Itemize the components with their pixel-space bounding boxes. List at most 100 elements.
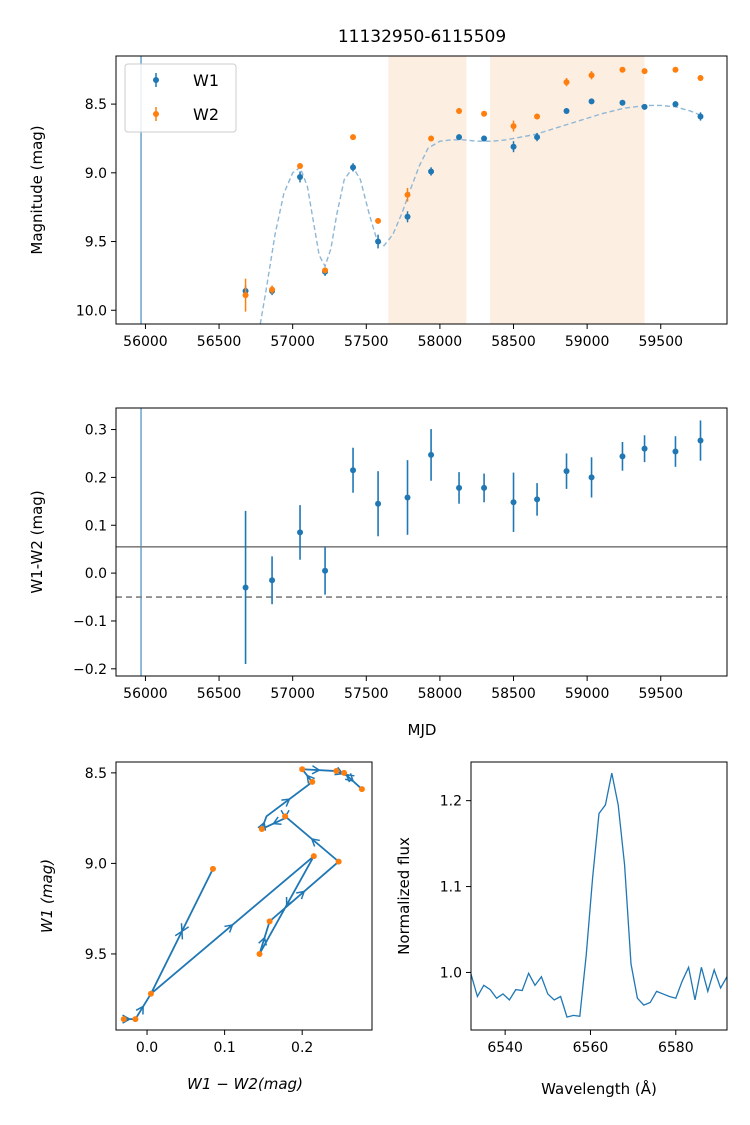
data-point: [697, 437, 704, 444]
data-point-w2: [375, 217, 382, 224]
data-point-w1: [510, 143, 517, 150]
direction-arrow: [281, 798, 291, 807]
data-point: [310, 853, 317, 860]
trajectory-path: [123, 768, 363, 1021]
color-curve-panel: 56000 56500 57000 57500 58000 58500 59000 59500…: [28, 407, 728, 739]
data-point: [456, 484, 463, 491]
y-tick-label: 0.2: [85, 470, 107, 486]
x-tick-label: 56500: [197, 334, 242, 350]
plot-frame: [115, 761, 373, 1031]
chart-title: 11132950-6115509: [338, 27, 506, 47]
data-point: [428, 451, 435, 458]
shaded-range: [489, 56, 645, 324]
data-point: [256, 950, 263, 957]
data-point: [120, 1016, 127, 1023]
y-axis-label: W1 (mag): [38, 859, 56, 933]
data-point-w2: [404, 191, 411, 198]
direction-arrow: [306, 774, 315, 784]
x-tick-label: 59500: [638, 334, 683, 350]
x-tick-label: 59500: [638, 686, 683, 702]
y-tick-label: 8.5: [85, 766, 107, 782]
legend-label-w2: W2: [193, 105, 219, 124]
plot-frame: [470, 761, 728, 1031]
y-tick-label: 1.2: [440, 794, 462, 810]
data-point-w2: [242, 292, 249, 299]
x-tick-label: 56500: [197, 686, 242, 702]
y-tick-label: 9.5: [85, 947, 107, 963]
x-tick-label: 58500: [491, 686, 536, 702]
x-tick-label: 57000: [270, 334, 315, 350]
data-point: [619, 453, 626, 460]
y-tick-label: 1.1: [440, 880, 462, 896]
direction-arrow: [224, 923, 234, 933]
plot-frame: [115, 407, 728, 677]
data-point-w2: [510, 123, 517, 130]
data-point-w2: [481, 110, 488, 117]
x-tick-label: 59000: [565, 686, 610, 702]
data-point: [510, 499, 517, 506]
light-curve-panel: 11132950-6115509 56000 56500 57000 57500 580…: [28, 27, 728, 350]
data-point: [266, 918, 273, 925]
data-point-w1: [297, 173, 304, 180]
data-point-w1: [672, 101, 679, 108]
data-point: [563, 468, 570, 475]
data-point-w1: [697, 113, 704, 120]
data-point-w2: [297, 162, 304, 169]
shaded-range: [388, 56, 467, 324]
spectrum-line: [470, 773, 728, 1018]
color-magnitude-panel: 0.0 0.1 0.2 8.5 9.0 9.5 W1 − W2(mag) W1 (mag…: [38, 761, 373, 1093]
data-point-w1: [456, 134, 463, 141]
y-axis-label: Magnitude (mag): [28, 125, 46, 254]
data-point-w1: [375, 238, 382, 245]
legend-entry-w2: W2: [153, 105, 219, 124]
x-tick-label: 0.2: [291, 1040, 313, 1056]
x-tick-label: 6540: [487, 1040, 523, 1056]
direction-arrow: [135, 1005, 144, 1015]
x-tick-label: 6580: [658, 1040, 694, 1056]
data-point: [534, 496, 541, 503]
y-tick-label: 9.5: [85, 235, 107, 251]
data-point-w2: [697, 74, 704, 81]
data-point-w2: [672, 66, 679, 73]
direction-arrow: [310, 837, 320, 847]
data-point-w1: [404, 213, 411, 220]
legend-frame: [124, 63, 237, 133]
direction-arrow: [285, 896, 294, 907]
y-tick-label: −0.1: [73, 614, 107, 630]
direction-arrow: [257, 821, 267, 831]
y-axis-label: W1-W2 (mag): [28, 490, 46, 593]
y-tick-label: 8.5: [85, 97, 107, 113]
direction-arrow: [344, 773, 355, 783]
spectrum-panel: 6540 6560 6580 1.0 1.1 1.2 Wavelength (Å) No…: [395, 761, 728, 1098]
data-point: [147, 990, 154, 997]
fit-curve: [259, 104, 701, 325]
direction-arrow: [296, 890, 306, 900]
data-point: [481, 484, 488, 491]
x-axis-label: MJD: [408, 721, 437, 739]
data-point-w2: [534, 113, 541, 120]
direction-arrow: [180, 923, 190, 933]
data-point: [209, 865, 216, 872]
direction-arrow: [258, 936, 268, 946]
x-tick-label: 59000: [565, 334, 610, 350]
data-point: [299, 766, 306, 773]
y-tick-label: 0.3: [85, 423, 107, 439]
data-point-w1: [588, 98, 595, 105]
data-point-w2: [588, 72, 595, 79]
x-tick-label: 58000: [418, 686, 463, 702]
y-tick-label: 1.0: [440, 965, 462, 981]
data-point-w2: [619, 66, 626, 73]
legend-entry-w1: W1: [153, 71, 219, 90]
data-point: [132, 1016, 139, 1023]
data-point: [333, 768, 340, 775]
x-tick-label: 57500: [344, 334, 389, 350]
data-point: [258, 826, 265, 832]
data-point: [269, 577, 276, 584]
x-tick-label: 58000: [418, 334, 463, 350]
data-point-w1: [619, 99, 626, 106]
data-point-w2: [563, 79, 570, 86]
data-point-w1: [350, 164, 357, 171]
x-tick-label: 56000: [123, 686, 168, 702]
data-point: [242, 584, 249, 591]
